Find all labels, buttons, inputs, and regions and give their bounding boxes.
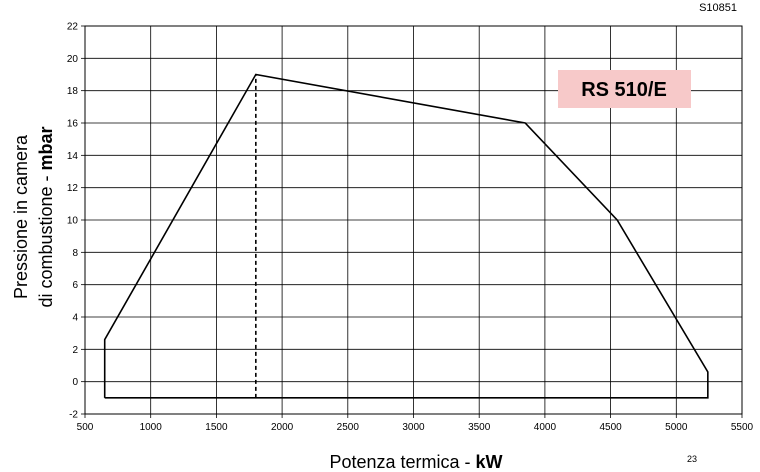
series (103, 73, 709, 399)
y-axis-label-line2: di combustione - mbar (36, 126, 56, 307)
x-axis-label-unit: kW (476, 452, 503, 472)
x-tick-label: 4000 (534, 422, 557, 433)
x-axis-label-text: Potenza termica - (329, 452, 475, 472)
working-field-line (103, 73, 709, 399)
x-axis-label: Potenza termica - kW (329, 452, 502, 472)
y-tick-label: 16 (67, 119, 79, 130)
x-tick-label: 5000 (665, 422, 688, 433)
y-tick-label: 10 (67, 216, 79, 227)
drawing-code: S10851 (699, 2, 737, 14)
y-axis-label-text: di combustione - (36, 170, 56, 307)
page-number: 23 (687, 454, 697, 464)
y-tick-label: 2 (72, 345, 78, 356)
y-tick-label: 4 (72, 313, 78, 324)
y-tick-label: 18 (67, 86, 79, 97)
plot-border (84, 25, 743, 415)
model-label-box (558, 70, 691, 108)
x-tick-label: 2500 (337, 422, 360, 433)
tick-labels: 500 1000 1500 2000 2500 3000 3500 4000 4500 5000 5… (67, 22, 754, 434)
x-tick-label: 1500 (205, 422, 228, 433)
y-axis-label-unit: mbar (36, 126, 56, 170)
y-tick-label: 22 (67, 22, 79, 33)
y-tick-label: -2 (69, 410, 78, 421)
y-tick-label: 12 (67, 183, 79, 194)
grid (81, 25, 743, 418)
model-label: RS 510/E (581, 79, 667, 101)
y-tick-label: 0 (72, 377, 78, 388)
x-tick-label: 500 (77, 422, 94, 433)
x-tick-label: 3500 (468, 422, 491, 433)
x-tick-label: 5500 (731, 422, 754, 433)
y-tick-label: 6 (72, 280, 78, 291)
y-tick-label: 14 (67, 151, 79, 162)
x-tick-label: 4500 (599, 422, 622, 433)
x-tick-label: 3000 (402, 422, 425, 433)
x-tick-label: 2000 (271, 422, 294, 433)
y-tick-label: 8 (72, 248, 78, 259)
y-axis-label-line1: Pressione in camera (11, 134, 31, 299)
x-tick-label: 1000 (140, 422, 163, 433)
y-tick-label: 20 (67, 54, 79, 65)
